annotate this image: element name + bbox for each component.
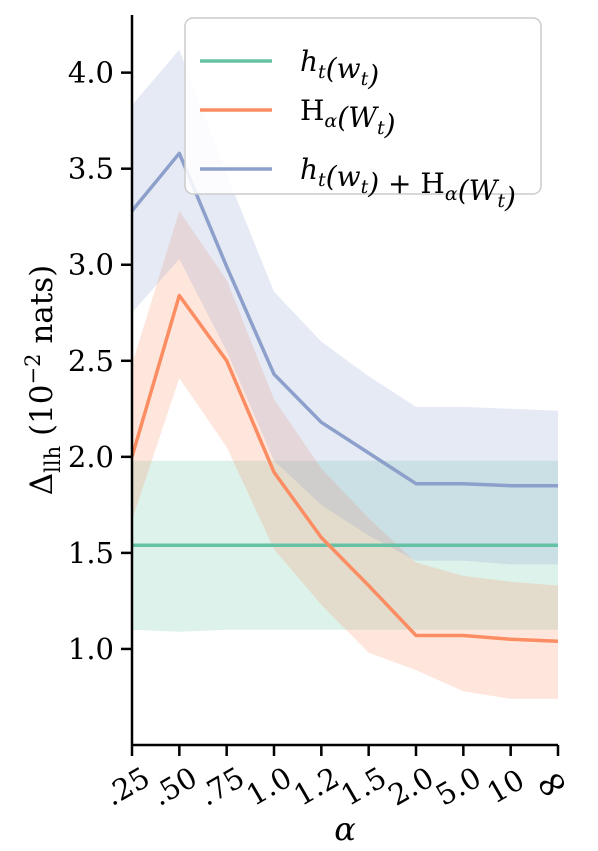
y-tick-label: 2.0 xyxy=(68,440,114,474)
x-tick-label: 10 xyxy=(481,762,530,810)
y-tick-label: 4.0 xyxy=(68,56,114,90)
legend-label-0: ht(wt) xyxy=(300,45,379,92)
x-tick-label: ∞ xyxy=(526,755,578,812)
y-tick-label: 3.0 xyxy=(68,248,114,282)
series-line-1 xyxy=(130,293,559,644)
y-tick-label: 1.5 xyxy=(68,536,114,570)
series-line-2 xyxy=(130,151,558,488)
legend: ht(wt)Hα(Wt) ht(wt) + Hα(Wt) xyxy=(184,17,542,214)
y-tick-label: 2.5 xyxy=(68,344,114,378)
x-axis-title: α xyxy=(334,810,356,848)
series-lines xyxy=(130,151,559,644)
confidence-band-2 xyxy=(132,49,558,565)
confidence-band-1 xyxy=(132,210,558,699)
y-tick-label: 1.0 xyxy=(68,632,114,666)
y-axis-title: Δllh (10−2 nats) xyxy=(21,265,65,496)
legend-label-2: ht(wt) + Hα(Wt) xyxy=(300,153,516,214)
x-tick-label: 5.0 xyxy=(430,760,487,813)
y-tick-label: 3.5 xyxy=(68,152,114,186)
legend-label-1: Hα(Wt) xyxy=(300,94,396,141)
legend-box xyxy=(184,17,542,195)
